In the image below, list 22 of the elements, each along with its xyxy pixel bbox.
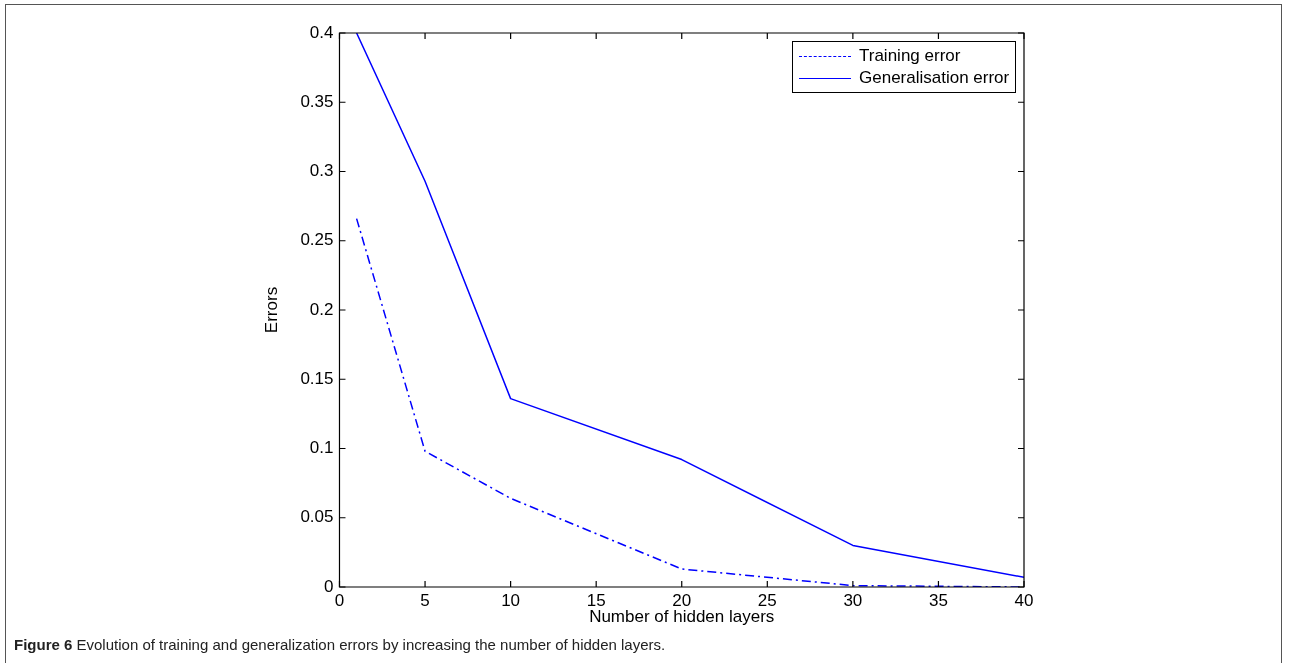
x-tick-label: 10: [501, 590, 521, 610]
x-tick-label: 5: [420, 590, 430, 610]
y-tick-label: 0.4: [309, 22, 334, 42]
y-tick-label: 0.3: [309, 161, 334, 181]
y-axis-title: Errors: [261, 286, 281, 334]
y-tick-label: 0.25: [300, 230, 334, 250]
legend-label: Training error: [859, 45, 961, 67]
x-tick-label: 15: [586, 590, 606, 610]
y-tick-label: 0.35: [300, 91, 334, 111]
legend-label: Generalisation error: [859, 67, 1010, 89]
x-tick-label: 25: [757, 590, 777, 610]
y-tick-label: 0.1: [309, 438, 334, 458]
x-tick-label: 35: [928, 590, 948, 610]
x-axis-title: Number of hidden layers: [589, 607, 775, 627]
x-tick-label: 30: [843, 590, 863, 610]
y-tick-label: 0.15: [300, 368, 334, 388]
y-tick-label: 0: [324, 576, 334, 596]
x-tick-label: 20: [672, 590, 692, 610]
caption: Figure 6 Evolution of training and generalization errors by increasing the number of hidden layers.: [14, 636, 666, 653]
y-tick-label: 0.05: [300, 507, 334, 527]
x-tick-label: 40: [1014, 590, 1034, 610]
y-tick-label: 0.2: [309, 299, 334, 319]
